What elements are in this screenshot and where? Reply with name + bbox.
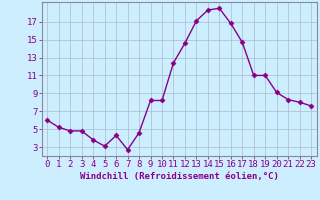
X-axis label: Windchill (Refroidissement éolien,°C): Windchill (Refroidissement éolien,°C) [80,172,279,181]
